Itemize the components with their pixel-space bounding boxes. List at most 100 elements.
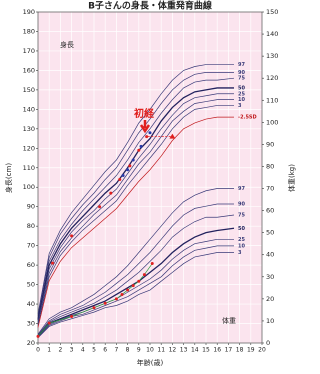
series-end-label: 50 (238, 85, 245, 91)
series-end-label: 10 (238, 243, 245, 249)
annotation: 初経 (134, 107, 155, 120)
y2-tick-label: 60 (266, 207, 274, 215)
marker (128, 164, 132, 168)
series-end-label: 97 (238, 186, 245, 192)
y-axis-label: 身長(cm) (4, 163, 13, 193)
y-tick-label: 140 (23, 105, 35, 113)
series-line (37, 93, 234, 322)
marker (118, 177, 122, 181)
x-tick-label: 8 (126, 347, 130, 354)
series-end-label: 75 (238, 76, 245, 82)
x-tick-label: 13 (180, 347, 188, 354)
x-tick-label: 14 (191, 347, 199, 354)
page: {"chart_data":{"type":"line","title":"B子… (4, 0, 296, 367)
marker (150, 262, 154, 266)
y-tick-label: 90 (27, 203, 35, 211)
marker (131, 284, 135, 288)
y2-tick-label: 140 (266, 30, 278, 38)
x-tick-label: 5 (92, 347, 96, 354)
series-end-label: 97 (238, 62, 245, 68)
x-tick-label: 16 (213, 347, 221, 354)
marker (145, 135, 149, 139)
marker (98, 205, 102, 209)
y-tick-label: 150 (23, 86, 35, 94)
marker (126, 168, 130, 172)
series-line (37, 214, 235, 336)
series-end-label: 90 (238, 201, 245, 207)
x-axis-label: 年齢(歳) (137, 358, 164, 367)
x-tick-label: 20 (258, 347, 266, 354)
y-tick-label: 130 (23, 125, 35, 133)
x-tick-label: 19 (247, 347, 255, 354)
marker (114, 297, 118, 301)
y2-axis-label: 体重(kg) (287, 164, 296, 192)
x-tick-label: 17 (225, 347, 233, 354)
marker (121, 174, 125, 178)
x-tick-label: 18 (236, 347, 244, 354)
y-tick-label: 180 (23, 27, 35, 35)
marker (70, 234, 74, 238)
marker (70, 315, 74, 319)
y2-tick-label: 120 (266, 74, 278, 82)
series-line (37, 238, 234, 338)
series-line (37, 64, 234, 314)
y-tick-label: 170 (23, 47, 35, 55)
y2-tick-label: 50 (266, 229, 274, 237)
marker (148, 131, 152, 135)
marker (36, 334, 40, 338)
y2-tick-label: 100 (266, 118, 278, 126)
series-line (37, 72, 234, 316)
marker (120, 292, 124, 296)
y2-tick-label: 80 (266, 162, 274, 170)
marker (51, 261, 55, 265)
series-end-label: 50 (238, 226, 245, 232)
y-tick-label: 20 (27, 339, 35, 347)
y2-tick-label: 20 (266, 295, 274, 303)
marker (126, 288, 130, 292)
marker (137, 148, 141, 152)
marker (92, 306, 96, 310)
series-line (37, 188, 234, 335)
series-end-label: 25 (238, 91, 245, 97)
x-tick-label: 15 (202, 347, 210, 354)
series-end-label: 25 (238, 237, 245, 243)
y-tick-label: 100 (23, 183, 35, 191)
marker (109, 191, 113, 195)
y2-tick-label: 110 (266, 96, 278, 104)
series-line (37, 99, 234, 324)
x-tick-label: 11 (157, 347, 165, 354)
arrow (139, 120, 151, 134)
y2-tick-label: 40 (266, 251, 274, 259)
marker (169, 133, 176, 139)
x-tick-label: 7 (114, 347, 118, 354)
marker (131, 158, 135, 162)
series-end-label: -2.5SD (238, 115, 257, 121)
plot-area: 0 1 2 3 4 5 6 7 8 9 10 11 12 13 14 15 16 17 18 19 2020304050… (23, 8, 279, 354)
y2-tick-label: 0 (266, 339, 270, 347)
annotation: 体重 (222, 316, 236, 325)
x-tick-label: 0 (36, 347, 40, 354)
series-line (37, 77, 235, 318)
marker (47, 321, 51, 325)
series-end-label: 10 (238, 97, 245, 103)
marker (103, 301, 107, 305)
y-tick-label: 30 (27, 320, 35, 328)
y2-tick-label: 90 (266, 140, 274, 148)
annotation: 身長 (60, 40, 74, 49)
series-line (37, 252, 234, 338)
x-tick-label: 3 (70, 347, 74, 354)
y-tick-label: 80 (27, 222, 35, 230)
marker (137, 279, 141, 283)
y2-tick-label: 70 (266, 185, 274, 193)
y2-tick-label: 150 (266, 8, 278, 16)
series-line (37, 116, 234, 328)
chart: B子さんの身長・体重発育曲線 0 1 2 3 4 5 6 7 8 9 10 11 12 13 14 15 16 1… (4, 0, 296, 367)
x-tick-label: 6 (103, 347, 107, 354)
y-tick-label: 190 (23, 8, 35, 16)
x-tick-label: 10 (146, 347, 154, 354)
series-line (37, 203, 234, 336)
y-tick-label: 160 (23, 66, 35, 74)
x-tick-label: 12 (169, 347, 177, 354)
x-tick-label: 1 (47, 347, 51, 354)
y2-tick-label: 10 (266, 317, 274, 325)
